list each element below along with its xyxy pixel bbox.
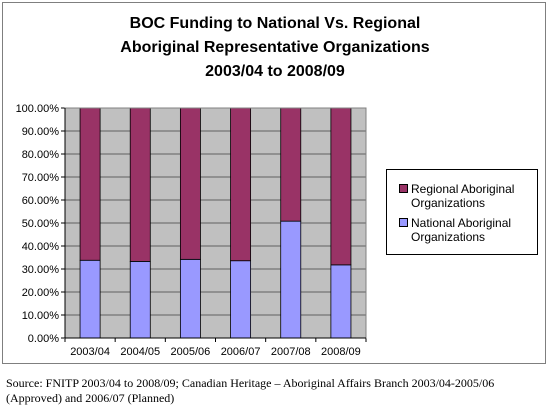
bar-national-2006-07 [230, 260, 252, 339]
x-tick-label: 2007/08 [271, 346, 311, 358]
chart-title-line-3: 2003/04 to 2008/09 [205, 63, 345, 80]
source-note: Source: FNITP 2003/04 to 2008/09; Canadi… [6, 376, 495, 405]
legend-label-national-line-1: National Aboriginal [411, 216, 512, 230]
chart-title-line-1: BOC Funding to National Vs. Regional [129, 15, 421, 32]
x-tick-label: 2008/09 [321, 346, 361, 358]
plot-area: 0.00% 10.00% 20.00% 30.00% 40.00% 50.00% 60.00… [16, 103, 367, 358]
chart-title-line-2: Aboriginal Representative Organizations [120, 39, 430, 56]
y-tick-label: 100.00% [16, 103, 60, 115]
legend-label-regional-line-2: Organizations [411, 196, 486, 210]
x-tick-label: 2003/04 [70, 346, 110, 358]
y-tick-label: 20.00% [22, 287, 60, 299]
bar-national-2008-09 [330, 264, 352, 339]
y-tick-label: 10.00% [22, 310, 60, 322]
y-tick-label: 40.00% [22, 241, 60, 253]
bar-regional-2003-04 [79, 107, 101, 261]
legend-label-national-line-2: Organizations [411, 230, 486, 244]
bar-national-2003-04 [79, 259, 101, 339]
y-tick-label: 60.00% [22, 195, 60, 207]
y-tick-label: 50.00% [22, 218, 60, 230]
bar-regional-2004-05 [129, 107, 151, 262]
bar-regional-2006-07 [230, 107, 252, 262]
x-tick-label: 2005/06 [171, 346, 211, 358]
x-tick-label: 2006/07 [221, 346, 261, 358]
legend-label-regional-line-1: Regional Aboriginal [411, 182, 515, 196]
bar-regional-2007-08 [280, 107, 302, 222]
x-tick-label: 2004/05 [120, 346, 160, 358]
bar-national-2004-05 [129, 261, 151, 339]
bar-regional-2005-06 [179, 107, 201, 260]
y-tick-label: 0.00% [28, 333, 59, 345]
y-tick-label: 70.00% [22, 172, 60, 184]
chart-frame: BOC Funding to National Vs. Regional Abo… [2, 2, 546, 364]
legend-swatch-national [399, 218, 408, 227]
legend: Regional Aboriginal Organizations Nation… [386, 169, 538, 255]
y-tick-label: 30.00% [22, 264, 60, 276]
bar-national-2007-08 [280, 220, 302, 339]
bar-regional-2008-09 [330, 107, 352, 266]
bar-national-2005-06 [179, 258, 201, 339]
y-tick-label: 90.00% [22, 126, 60, 138]
legend-swatch-regional [399, 184, 408, 193]
y-tick-label: 80.00% [22, 149, 60, 161]
